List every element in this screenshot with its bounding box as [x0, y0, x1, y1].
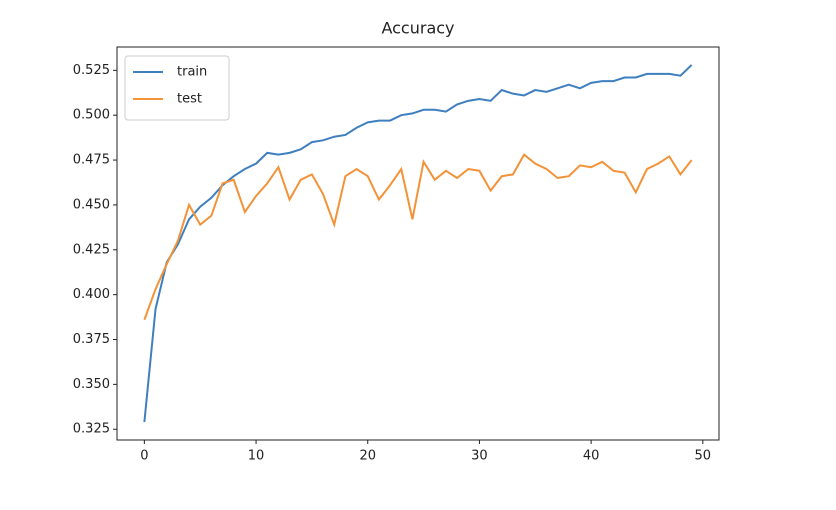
- y-tick-label: 0.350: [73, 377, 110, 392]
- y-tick-label: 0.325: [73, 422, 110, 437]
- y-tick-label: 0.375: [73, 332, 110, 347]
- legend-label: test: [177, 92, 202, 107]
- plot-frame: [116, 46, 720, 441]
- line: [143, 64, 693, 423]
- x-tick-label: 10: [248, 449, 265, 464]
- y-tick-label: 0.400: [73, 287, 110, 302]
- legend-label: train: [177, 65, 207, 80]
- y-tick-label: 0.475: [73, 153, 110, 168]
- y-tick-label: 0.450: [73, 197, 110, 212]
- x-tick-label: 0: [140, 449, 148, 464]
- chart-title: Accuracy: [381, 19, 454, 38]
- x-tick-label: 30: [471, 449, 488, 464]
- y-tick-label: 0.425: [73, 242, 110, 257]
- y-tick-label: 0.500: [73, 108, 110, 123]
- x-tick-label: 40: [583, 449, 600, 464]
- line: [143, 153, 693, 321]
- y-tick-label: 0.525: [73, 63, 110, 78]
- legend: train test: [124, 55, 230, 121]
- x-tick-label: 50: [695, 449, 712, 464]
- x-tick-label: 20: [359, 449, 376, 464]
